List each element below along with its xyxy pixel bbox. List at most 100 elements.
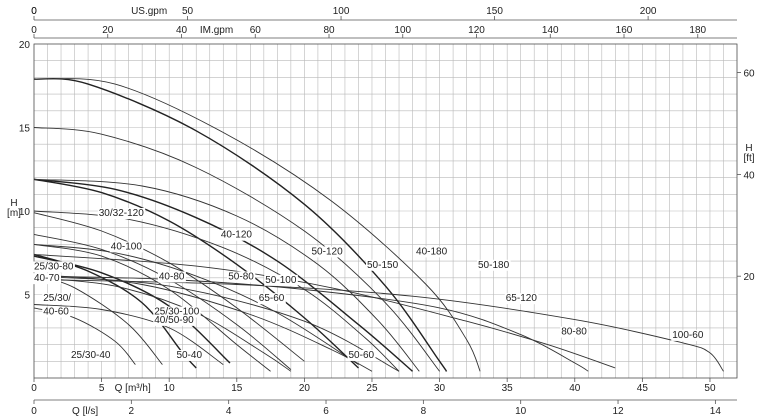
right-axis-unit: [ft] [743,153,754,164]
curve-100-60 [33,279,724,372]
curve-label-bg [310,246,345,258]
curve-label: 25/30/ [43,293,71,304]
ls-tick-label: 0 [31,406,37,417]
curve-label: 40-60 [43,307,69,318]
m3h-tick-label: 45 [637,383,649,394]
ls-axis-label: Q [l/s] [72,406,98,417]
curve-label: 30/32-120 [99,208,144,219]
curves [33,77,724,372]
m3h-axis-label: Q [m³/h] [115,383,151,394]
ls-tick-label: 10 [515,406,527,417]
imgpm-tick-label: 0 [31,25,37,36]
curve-label-bg [157,271,186,283]
curve-label: 40-80 [159,271,185,282]
curve-label-bg [257,293,286,305]
curve-label: 25/30-80 [34,261,74,272]
curve-40-60 [33,304,224,365]
curve-label-bg [153,314,196,326]
imgpm-tick-label: 80 [323,25,335,36]
curve-label: 40-100 [111,241,143,252]
left-axis-label: H [10,198,17,209]
curve-label-bg [42,306,71,318]
m3h-tick-label: 0 [31,383,37,394]
m3h-tick-label: 10 [164,383,176,394]
imgpm-axis-label: IM.gpm [200,25,233,36]
curve-label-bg [153,306,201,318]
curve-label-bg [477,259,511,271]
curve-label-bg [415,246,449,258]
curve-label: 40/50-90 [154,315,194,326]
curve-labels: 30/32-120 40-120 40-100 50-120 40-180 25/30-8… [33,208,705,361]
curve-label-bg [560,326,589,338]
ls-tick-label: 6 [323,406,329,417]
ft-tick-label: 60 [743,69,755,80]
imgpm-tick-label: 160 [616,25,633,36]
ft-tick-label: 20 [743,272,755,283]
curve-label: 40-120 [221,230,253,241]
curve-label: 65-60 [259,293,285,304]
curve-label-bg [347,349,376,361]
curve-label-bg [42,293,73,305]
imgpm-tick-label: 20 [102,25,114,36]
left-tick-label: 20 [19,40,31,51]
curve-label: 50-150 [367,260,399,271]
m3h-tick-label: 25 [366,383,378,394]
left-tick-label: 15 [19,124,31,135]
usgpm-tick-label: 150 [486,6,503,17]
curve-50-150 [33,127,440,372]
curve-label-bg [219,229,254,241]
ls-tick-label: 2 [129,406,135,417]
left-axis-unit: [m] [7,208,21,219]
curve-label-bg [33,273,62,285]
curve-label-bg [504,293,539,305]
curve-label: 50-80 [228,271,254,282]
curve-label: 50-100 [265,275,297,286]
curve-40-50-90 [33,243,271,372]
curve-50-80 [33,243,359,365]
imgpm-tick-label: 140 [542,25,559,36]
curve-label: 50-180 [478,260,510,271]
right-axis-label: H [745,143,752,154]
curve-label-bg [366,259,400,271]
imgpm-tick-label: 180 [689,25,706,36]
usgpm-tick-label: 50 [182,6,194,17]
m3h-tick-label: 15 [231,383,243,394]
axes [33,16,741,404]
imgpm-tick-label: 100 [394,25,411,36]
curve-label: 80-80 [561,327,587,338]
curve-label: 65-120 [506,293,538,304]
curve-80-80 [33,253,616,369]
curve-label: 25/30-100 [154,307,199,318]
imgpm-tick-label: 60 [250,25,262,36]
imgpm-tick-label: 120 [468,25,485,36]
imgpm-tick-label: 40 [176,25,188,36]
curve-label-bg [264,274,298,286]
ft-tick-label: 40 [743,170,755,181]
m3h-tick-label: 35 [502,383,514,394]
curve-label-bg [33,261,75,273]
curve-label: 50-120 [312,246,344,257]
curve-label: 40-180 [416,246,448,257]
m3h-tick-label: 40 [569,383,581,394]
curve-label: 50-40 [176,350,202,361]
curve-label-bg [97,208,146,220]
m3h-tick-label: 20 [299,383,311,394]
curve-label: 25/30-40 [71,350,111,361]
m3h-tick-label: 50 [704,383,716,394]
ls-tick-label: 12 [612,406,624,417]
left-top-zero: 0 [31,6,37,17]
left-tick-label: 10 [19,207,31,218]
curve-label-bg [227,271,256,283]
curve-label: 40-70 [34,273,60,284]
m3h-tick-label: 5 [99,383,105,394]
left-tick-label: 5 [24,291,30,302]
usgpm-axis-label: US.gpm [131,6,167,17]
curve-label-bg [109,241,144,253]
curve-40-100 [33,212,305,362]
curve-65-60 [33,275,400,372]
curve-label-bg [175,349,204,361]
ls-tick-label: 14 [710,406,722,417]
ls-tick-label: 8 [421,406,427,417]
